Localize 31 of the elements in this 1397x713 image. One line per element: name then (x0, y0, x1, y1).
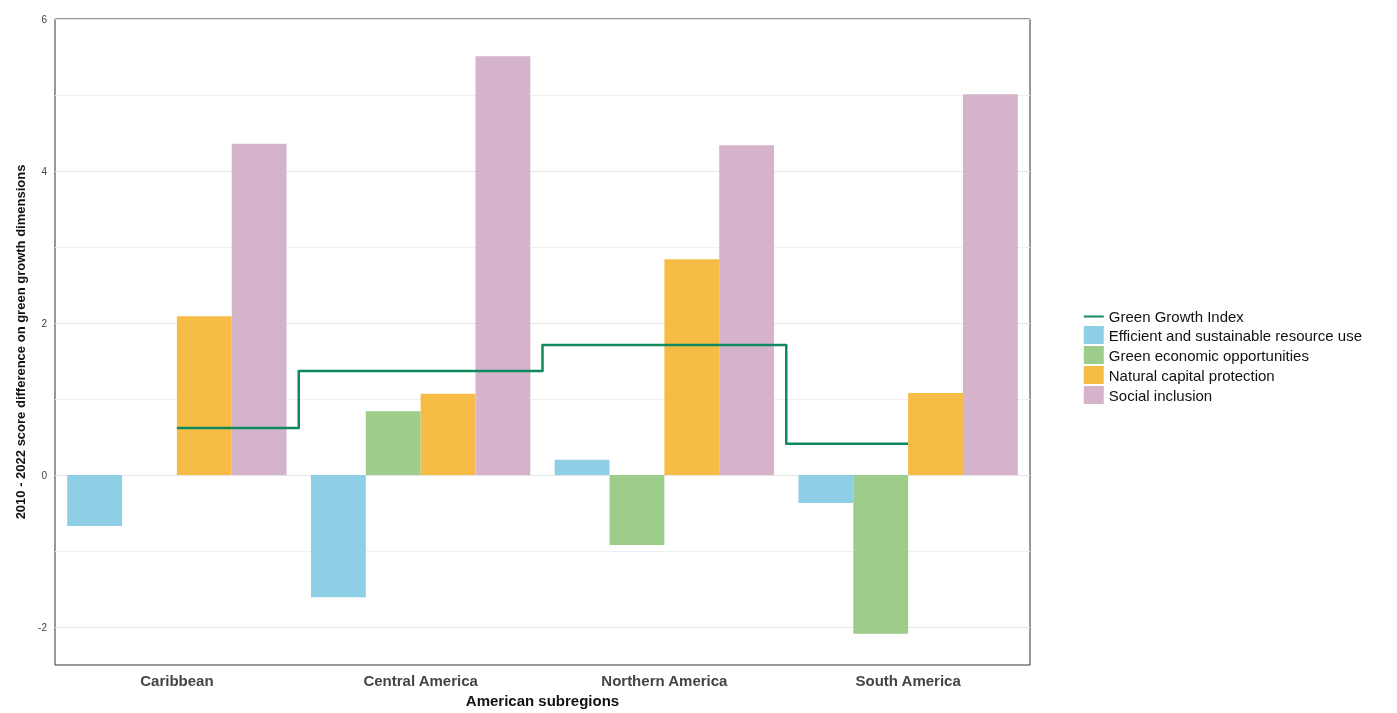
x-axis-title: American subregions (465, 692, 620, 709)
bar (310, 475, 366, 598)
legend-label: Green Growth Index (1108, 308, 1245, 325)
x-tick-label: South America (855, 672, 962, 689)
bar (798, 475, 854, 504)
x-tick-label: Northern America (601, 672, 729, 689)
y-axis-title: 2010 - 2022 score difference on green growth dimensions (13, 164, 28, 520)
x-tick-label: Caribbean (140, 672, 214, 689)
y-tick-label: 2 (41, 317, 48, 329)
y-tick-label: 6 (41, 13, 48, 25)
bar (231, 143, 287, 475)
y-tick-label: 4 (41, 165, 48, 177)
bar (420, 393, 476, 475)
legend-label: Natural capital protection (1108, 366, 1275, 384)
bar (719, 145, 775, 475)
bar (554, 459, 610, 475)
y-tick-label: 0 (41, 469, 48, 481)
legend-label: Social inclusion (1108, 386, 1213, 404)
legend-label: Efficient and sustainable resource use (1108, 326, 1363, 344)
bar (67, 475, 123, 526)
y-tick-label: -2 (38, 621, 48, 633)
bar (853, 475, 909, 634)
bar (365, 411, 421, 475)
bar (176, 316, 232, 475)
bar (908, 392, 963, 475)
bar (664, 259, 720, 475)
legend-label: Green economic opportunities (1108, 346, 1309, 364)
x-tick-label: Central America (363, 672, 479, 689)
bar (609, 475, 665, 545)
bar (962, 94, 1018, 475)
bar (475, 56, 531, 475)
